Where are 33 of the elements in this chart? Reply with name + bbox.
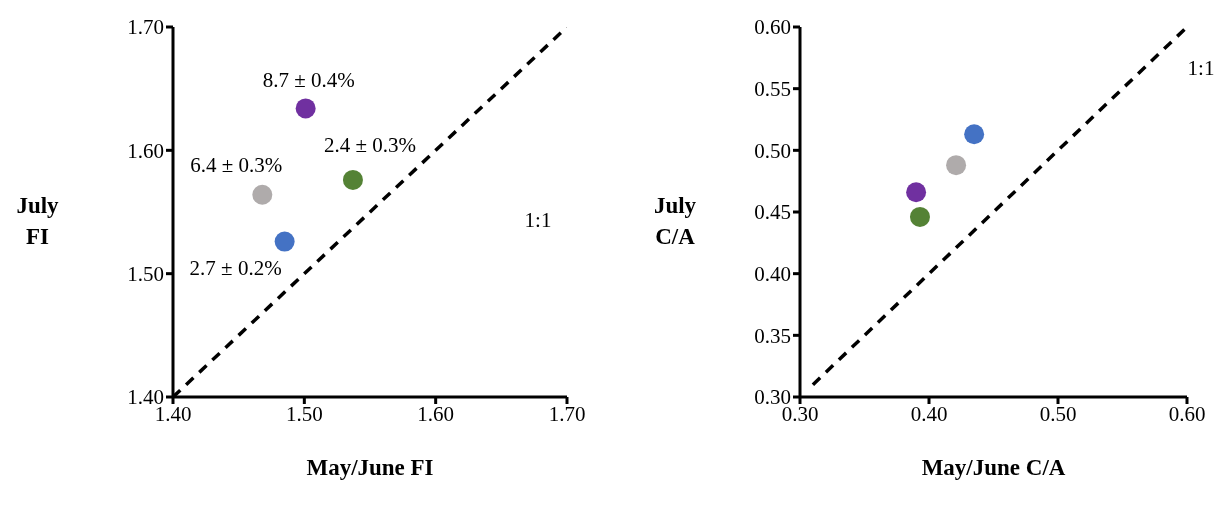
x-axis-title: May/June FI [305,455,435,481]
y-tick-label: 1.60 [127,138,164,163]
x-tick-label: 0.50 [1039,401,1077,426]
text: 1:1 [524,208,552,232]
point [295,98,316,119]
y-tick-label: 0.60 [754,15,791,40]
point [909,206,930,227]
point [964,124,985,145]
point [906,182,927,203]
annotation: 8.7 ± 0.4% [262,68,355,93]
x-tick-label: 1.50 [285,401,323,426]
x-tick-label: 1.70 [548,401,586,426]
y-tick-label: 0.40 [754,262,791,287]
x-tick-label: 1.60 [417,401,455,426]
x-axis-title: May/June C/A [920,455,1067,481]
point [252,184,273,205]
point [946,155,967,176]
annotation: 2.7 ± 0.2% [189,255,282,280]
point [274,231,295,252]
point [342,169,363,190]
x-tick-label: 0.40 [910,401,948,426]
annotation: 6.4 ± 0.3% [190,152,283,177]
y-tick-label: 0.45 [754,200,791,225]
annotation: 2.4 ± 0.3% [323,132,416,157]
y-axis-title: July FI [15,192,60,251]
series-label: 1:1 [1187,56,1215,80]
y-tick-label: 0.35 [754,323,791,348]
y-tick-label: 0.55 [754,77,791,102]
y-tick-label: 0.50 [754,138,791,163]
y-axis-title: July C/A [652,192,698,251]
y-tick-label: 1.70 [127,15,164,40]
y-tick-label: 1.50 [127,262,164,287]
x-tick-label: 0.60 [1168,401,1206,426]
